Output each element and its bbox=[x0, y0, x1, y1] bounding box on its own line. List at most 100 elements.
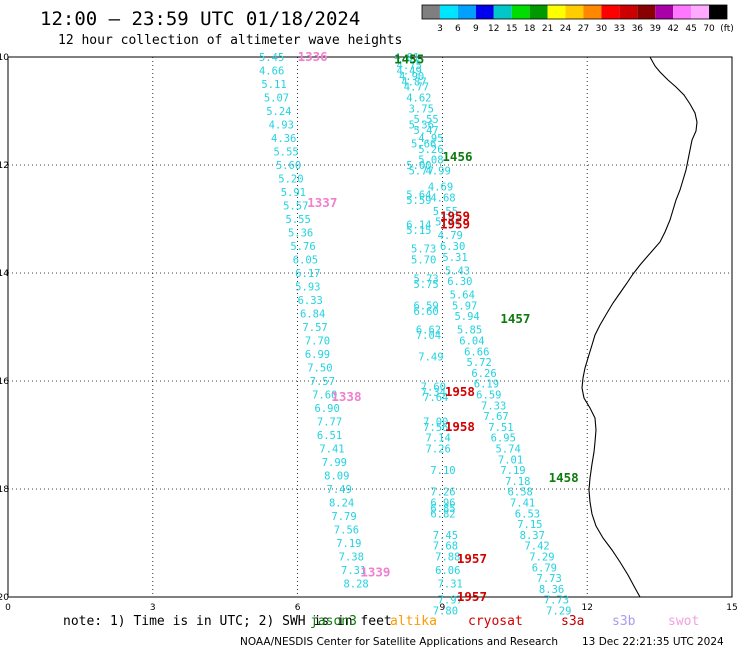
x-tick-label: 9 bbox=[440, 603, 446, 613]
wave-height-values: 5.454.665.115.075.244.934.365.555.605.20… bbox=[259, 52, 571, 618]
wave-height-point: 5.31 bbox=[442, 252, 467, 264]
wave-height-point: 6.99 bbox=[305, 349, 330, 361]
wave-height-point: 7.60 bbox=[312, 390, 337, 402]
wave-height-point: 7.14 bbox=[426, 433, 451, 445]
scale-swatch bbox=[457, 5, 476, 19]
wave-height-point: 6.04 bbox=[459, 336, 484, 348]
wave-height-point: 5.59 bbox=[406, 195, 431, 207]
chart-title: 12:00 – 23:59 UTC 01/18/2024 bbox=[40, 8, 360, 30]
wave-height-point: 7.97 bbox=[438, 595, 463, 607]
scale-label: 12 bbox=[488, 24, 499, 34]
scale-label: 21 bbox=[542, 24, 553, 34]
wave-height-point: 7.56 bbox=[423, 422, 448, 434]
wave-height-point: 5.47 bbox=[413, 125, 438, 137]
wave-height-point: 6.82 bbox=[430, 508, 455, 520]
coastline-outline bbox=[581, 56, 698, 598]
y-tick-label: -12 bbox=[0, 161, 9, 171]
wave-height-point: 6.60 bbox=[413, 306, 438, 318]
wave-height-point: 7.41 bbox=[510, 498, 535, 510]
wave-height-point: 6.90 bbox=[314, 403, 339, 415]
wave-height-point: 5.74 bbox=[495, 444, 520, 456]
wave-height-point: 7.26 bbox=[426, 444, 451, 456]
wave-height-point: 4.77 bbox=[404, 82, 429, 94]
wave-height-point: 6.26 bbox=[471, 368, 496, 380]
scale-swatch bbox=[601, 5, 620, 19]
wave-height-point: 5.07 bbox=[264, 93, 289, 105]
wave-height-point: 5.24 bbox=[266, 106, 291, 118]
wave-height-point: 4.68 bbox=[430, 192, 455, 204]
wave-height-point: 6.19 bbox=[474, 379, 499, 391]
plot-border bbox=[7, 56, 733, 598]
wave-height-point: 6.59 bbox=[476, 390, 501, 402]
wave-height-point: 6.84 bbox=[300, 309, 325, 321]
scale-label: 6 bbox=[455, 24, 461, 34]
wave-height-point: 5.00 bbox=[406, 160, 431, 172]
wave-height-point: 7.26 bbox=[430, 487, 455, 499]
wave-height-point: 6.66 bbox=[464, 346, 489, 358]
wave-height-point: 7.41 bbox=[319, 444, 344, 456]
scale-label: 3 bbox=[437, 24, 443, 34]
y-tick-label: -20 bbox=[0, 593, 9, 603]
wave-height-point: 7.34 bbox=[421, 387, 446, 399]
wave-height-point: 7.29 bbox=[546, 606, 571, 618]
wave-height-point: 7.88 bbox=[435, 552, 460, 564]
wave-height-point: 4.36 bbox=[271, 133, 296, 145]
wave-height-point: 6.58 bbox=[508, 487, 533, 499]
scale-label: 27 bbox=[578, 24, 589, 34]
scale-swatch bbox=[583, 5, 602, 19]
wave-height-point: 6.14 bbox=[406, 219, 431, 231]
wave-height-point: 7.01 bbox=[498, 454, 523, 466]
wave-height-point: 7.19 bbox=[500, 465, 525, 477]
wave-height-point: 7.73 bbox=[544, 595, 569, 607]
wave-height-point: 8.09 bbox=[324, 471, 349, 483]
pass-time-label: 1457 bbox=[500, 311, 530, 326]
wave-height-point: 6.17 bbox=[295, 268, 320, 280]
scale-label: 36 bbox=[632, 24, 644, 34]
scale-label: 39 bbox=[650, 24, 662, 34]
pass-time-label: 1338 bbox=[331, 389, 361, 404]
pass-time-label: 1336 bbox=[298, 49, 328, 64]
pass-time-label: 1456 bbox=[442, 149, 472, 164]
mission-legend: jason3 altika cryosat s3a s3b swot bbox=[310, 614, 699, 629]
wave-height-point: 7.80 bbox=[433, 606, 458, 618]
scale-label: 42 bbox=[667, 24, 678, 34]
wave-height-point: 5.93 bbox=[295, 282, 320, 294]
mission-label-altika: altika bbox=[390, 614, 437, 629]
wave-height-point: 7.60 bbox=[421, 381, 446, 393]
scale-label: 15 bbox=[506, 24, 517, 34]
scale-label: (ft) bbox=[720, 24, 734, 34]
credit-agency: NOAA/NESDIS Center for Satellite Applica… bbox=[240, 636, 558, 648]
wave-height-point: 5.08 bbox=[418, 155, 443, 167]
x-tick-label: 12 bbox=[581, 603, 592, 613]
mission-label-jason3: jason3 bbox=[310, 614, 357, 629]
scale-swatch bbox=[511, 5, 530, 19]
credit-timestamp: 13 Dec 22:21:35 UTC 2024 bbox=[582, 636, 724, 648]
wave-height-point: 7.77 bbox=[317, 417, 342, 429]
wave-height-point: 4.69 bbox=[428, 182, 453, 194]
wave-height-point: 7.15 bbox=[517, 519, 542, 531]
wave-height-point: 4.95 bbox=[418, 133, 443, 145]
wave-height-point: 5.94 bbox=[454, 311, 479, 323]
wave-height-point: 6.30 bbox=[447, 276, 472, 288]
wave-height-point: 7.73 bbox=[537, 573, 562, 585]
wave-height-point: 6.05 bbox=[293, 255, 318, 267]
wave-height-point: 5.64 bbox=[450, 290, 475, 302]
wave-height-point: 5.26 bbox=[418, 144, 443, 156]
wave-height-point: 7.79 bbox=[331, 511, 356, 523]
wave-height-point: 6.53 bbox=[515, 508, 540, 520]
pass-time-label: 1458 bbox=[549, 470, 579, 485]
wave-height-point: 7.57 bbox=[302, 322, 327, 334]
wave-height-point: 7.57 bbox=[310, 376, 335, 388]
scale-border bbox=[421, 4, 728, 20]
wave-height-point: 5.73 bbox=[411, 244, 436, 256]
wave-height-point: 5.55 bbox=[413, 114, 438, 126]
scale-label: 30 bbox=[596, 24, 608, 34]
axis-ticks: 0 3 6 9 12 15 -10 -12 -14 -16 -18 -20 bbox=[0, 53, 738, 613]
scale-label: 45 bbox=[685, 24, 696, 34]
wave-height-point: 5.11 bbox=[261, 79, 286, 91]
wave-height-point: 4.62 bbox=[406, 93, 431, 105]
pass-time-label: 1958 bbox=[445, 419, 475, 434]
wave-height-point: 3.75 bbox=[409, 103, 434, 115]
